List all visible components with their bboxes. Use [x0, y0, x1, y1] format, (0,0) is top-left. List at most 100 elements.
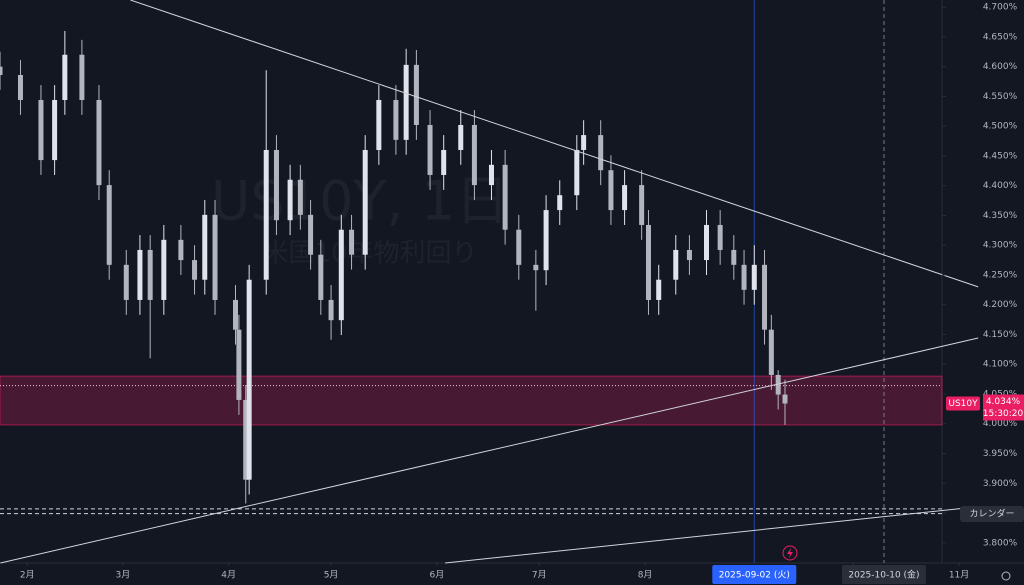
- candle-body: [79, 54, 85, 100]
- candle-body: [202, 214, 208, 280]
- candle-body: [543, 210, 549, 271]
- watermark-subtitle: 米国10年物利回り: [262, 239, 477, 269]
- candle-body: [574, 149, 580, 196]
- x-tick-label: 7月: [532, 570, 547, 581]
- candle-body: [308, 214, 314, 255]
- watermark-title: US10Y, 1日: [211, 170, 509, 233]
- candle-body: [233, 299, 238, 330]
- candle-body: [704, 224, 709, 261]
- trend-line: [445, 506, 976, 564]
- y-tick-label: 4.200%: [983, 300, 1018, 310]
- y-tick-label: 4.100%: [983, 360, 1018, 370]
- y-tick-label: 4.500%: [983, 122, 1018, 132]
- y-tick-label: 4.150%: [983, 330, 1018, 340]
- candle-body: [297, 179, 303, 215]
- candle-body: [686, 249, 692, 261]
- candle-body: [147, 249, 153, 300]
- price-label: 4.034%: [986, 397, 1021, 407]
- candle-body: [376, 99, 382, 150]
- candle-body: [731, 249, 737, 265]
- candle-body: [362, 149, 368, 255]
- candle-body: [243, 399, 249, 480]
- countdown-label: 15:30:20: [983, 409, 1024, 419]
- candle-body: [318, 254, 324, 300]
- candle-body: [263, 149, 269, 280]
- candle-body: [106, 185, 112, 265]
- candle-body: [471, 124, 477, 186]
- y-tick-label: 4.250%: [983, 270, 1018, 280]
- y-tick-label: 4.050%: [983, 389, 1018, 399]
- date-label-box: [712, 565, 797, 584]
- candle-body: [768, 329, 774, 375]
- candle-body: [52, 99, 58, 161]
- candle-body: [393, 99, 399, 140]
- y-tick-label: 4.000%: [983, 419, 1018, 429]
- candle-body: [741, 264, 747, 290]
- y-tick-label: 4.650%: [983, 32, 1018, 42]
- x-tick-label: 6月: [430, 570, 445, 581]
- candle-body: [403, 64, 409, 140]
- candle-body: [17, 74, 23, 100]
- candle-body: [96, 99, 102, 186]
- x-tick-label: 8月: [638, 570, 653, 581]
- candle-body: [782, 394, 788, 404]
- candle-body: [161, 239, 167, 300]
- candle-body: [287, 179, 293, 221]
- candle-body: [273, 149, 279, 221]
- y-tick-label: 3.950%: [983, 449, 1018, 459]
- lightning-button[interactable]: [782, 545, 798, 561]
- candle-body: [246, 279, 252, 480]
- candle-body: [645, 224, 651, 300]
- y-tick-label: 3.800%: [983, 538, 1018, 548]
- candle-body: [0, 66, 3, 75]
- candle-body: [502, 164, 508, 230]
- candle-body: [608, 170, 614, 211]
- candle-body: [123, 264, 129, 300]
- x-tick-label: 3月: [116, 570, 131, 581]
- x-tick-label: 11月: [949, 570, 969, 581]
- settings-icon[interactable]: [1001, 571, 1011, 581]
- y-tick-label: 4.550%: [983, 92, 1018, 102]
- lightning-icon[interactable]: [782, 545, 798, 561]
- candle-body: [533, 264, 539, 271]
- candle-body: [598, 135, 604, 171]
- candle-body: [557, 195, 563, 211]
- price-tag: [983, 394, 1024, 421]
- candle-body: [516, 229, 522, 265]
- y-tick-label: 4.300%: [983, 241, 1018, 251]
- candle-body: [751, 264, 757, 290]
- candle-body: [349, 229, 355, 255]
- x-tick-label: 4月: [221, 570, 236, 581]
- calendar-button-box: [960, 506, 1024, 522]
- candle-body: [413, 64, 419, 125]
- watermark: US10Y, 1日 米国10年物利回り: [211, 170, 509, 269]
- candle-body: [338, 229, 344, 321]
- trend-line: [0, 337, 979, 564]
- candle-body: [427, 124, 433, 175]
- y-tick-label: 3.900%: [983, 479, 1018, 489]
- candle-body: [212, 214, 218, 300]
- candle-body: [762, 264, 768, 330]
- settings-button[interactable]: [1001, 571, 1011, 581]
- candle-body: [236, 329, 242, 400]
- y-tick-label: 4.350%: [983, 211, 1018, 221]
- candle-body: [622, 185, 628, 211]
- symbol-label: US10Y: [948, 399, 978, 409]
- candle-body: [656, 279, 662, 300]
- y-tick-label: 4.400%: [983, 181, 1018, 191]
- calendar-button-label: カレンダー: [969, 508, 1014, 520]
- y-tick-label: 4.450%: [983, 151, 1018, 161]
- candle-body: [178, 239, 184, 261]
- date-label: 2025-09-02 (火): [719, 570, 790, 581]
- y-tick-label: 4.700%: [983, 3, 1018, 13]
- candle-body: [488, 164, 494, 186]
- calendar-button[interactable]: カレンダー: [960, 506, 1024, 522]
- y-tick-label: 4.600%: [983, 62, 1018, 72]
- candle-body: [581, 135, 587, 150]
- candle-body: [717, 224, 723, 250]
- date-label-box: [841, 565, 926, 584]
- candle-body: [775, 374, 781, 395]
